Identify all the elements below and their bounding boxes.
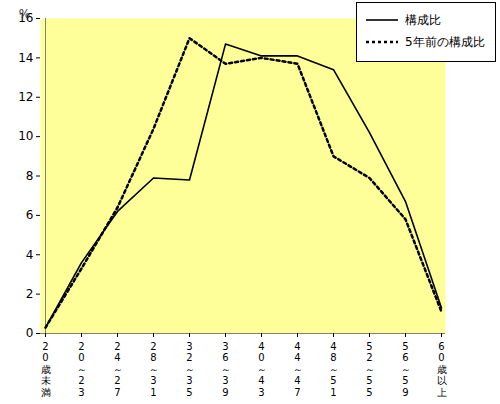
svg-text:32～35: 32～35 <box>185 341 195 398</box>
svg-text:10: 10 <box>18 129 33 143</box>
svg-text:0: 0 <box>26 326 34 340</box>
svg-text:48～51: 48～51 <box>329 341 339 398</box>
svg-text:2: 2 <box>26 287 34 301</box>
svg-text:20～23: 20～23 <box>77 341 87 398</box>
svg-text:20歳未満: 20歳未満 <box>41 341 51 398</box>
svg-text:60歳以上: 60歳以上 <box>437 341 447 398</box>
svg-text:40～43: 40～43 <box>257 341 267 398</box>
svg-text:8: 8 <box>26 169 34 183</box>
svg-text:6: 6 <box>26 208 34 222</box>
svg-text:24～27: 24～27 <box>113 341 123 398</box>
svg-text:4: 4 <box>26 248 34 262</box>
svg-text:%: % <box>19 7 30 21</box>
svg-text:44～47: 44～47 <box>293 341 303 398</box>
html-text:5年前の構成比: 5年前の構成比 <box>405 34 485 49</box>
svg-text:28～31: 28～31 <box>149 341 159 398</box>
svg-text:56～59: 56～59 <box>401 341 411 398</box>
svg-text:52～55: 52～55 <box>365 341 375 398</box>
html-text:構成比: 構成比 <box>405 12 441 27</box>
svg-text:14: 14 <box>18 51 33 65</box>
svg-text:36～39: 36～39 <box>221 341 231 398</box>
svg-text:12: 12 <box>18 90 33 104</box>
